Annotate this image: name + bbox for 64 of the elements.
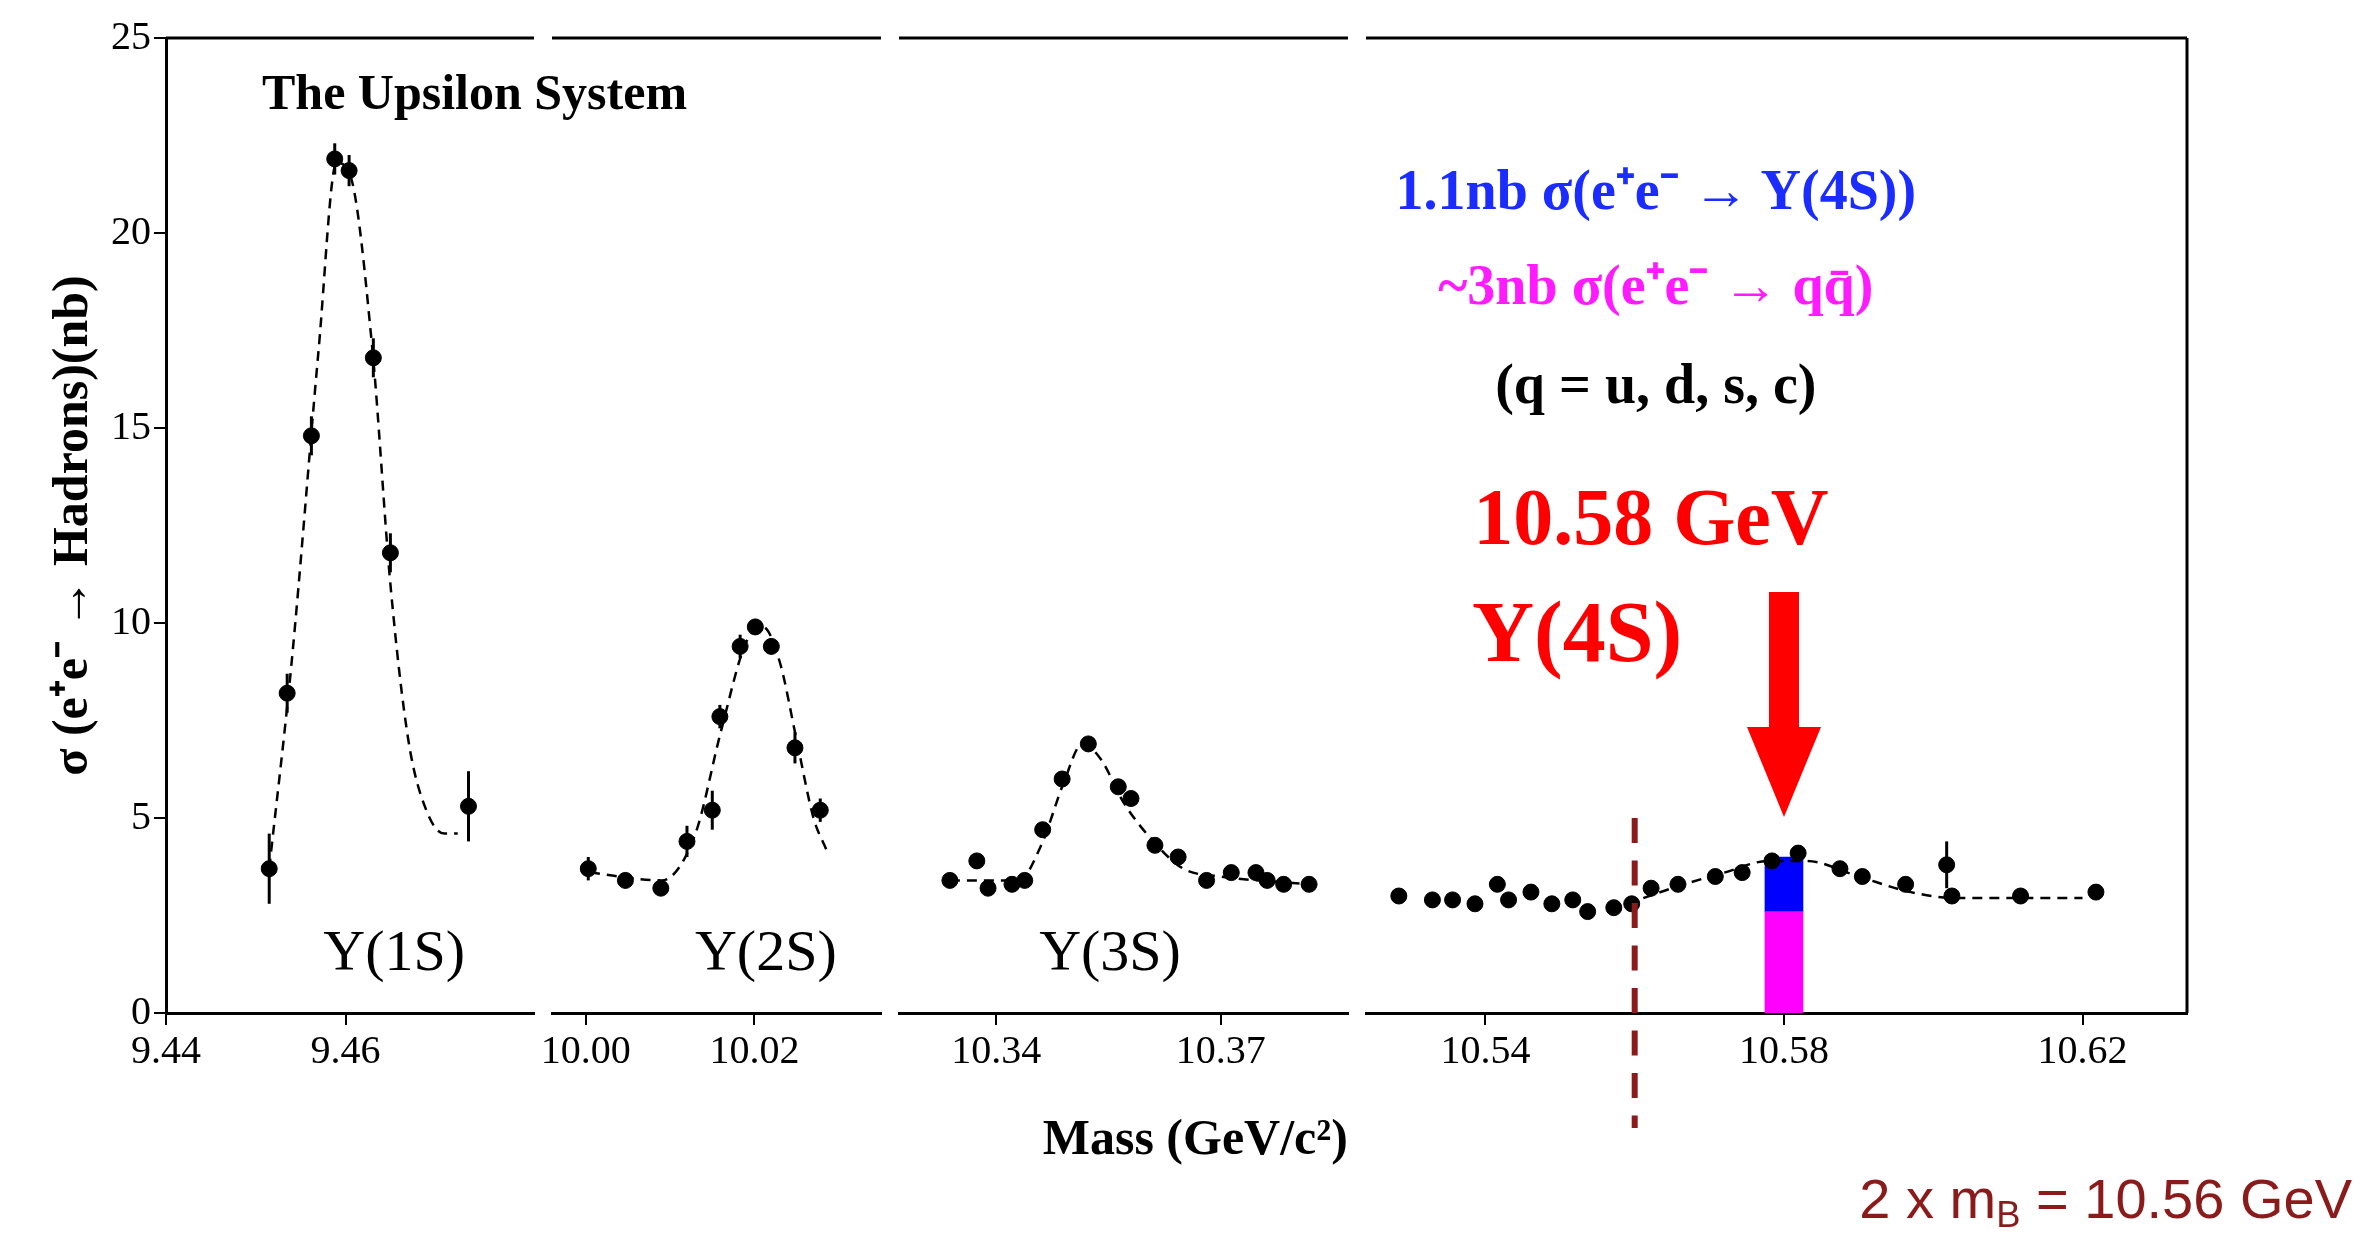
point [1522, 883, 1540, 901]
point [1016, 871, 1034, 889]
y-tick-label: 5 [131, 792, 151, 838]
point [1423, 891, 1441, 909]
x-tick-label: 10.02 [709, 1026, 800, 1072]
point [1669, 875, 1687, 893]
annotation: 1.1nb σ(e⁺e⁻ → Y(4S)) [1395, 159, 1917, 223]
point [1733, 864, 1751, 882]
point [1222, 864, 1240, 882]
annotation: (q = u, d, s, c) [1495, 353, 1817, 417]
x-tick-label: 10.34 [951, 1026, 1042, 1072]
point [1053, 770, 1071, 788]
point [1466, 895, 1484, 913]
point [1146, 836, 1164, 854]
point [1169, 848, 1187, 866]
text: The Upsilon System [262, 63, 688, 122]
point [968, 852, 986, 870]
y-tick-label: 20 [111, 207, 151, 253]
point [1034, 821, 1052, 839]
x-tick-label: 10.58 [1738, 1026, 1829, 1072]
point [1897, 875, 1915, 893]
point [1789, 844, 1807, 862]
y-axis-title: σ (e⁺e⁻ → Hadrons)(nb) [41, 275, 98, 776]
point [1706, 868, 1724, 885]
x-tick-label: 9.46 [310, 1026, 381, 1072]
point [1122, 790, 1140, 807]
point [1564, 891, 1582, 909]
point [1390, 887, 1408, 905]
annotation: 10.58 GeV [1473, 473, 1829, 562]
x-axis-title: Mass (GeV/c²) [1042, 1108, 1348, 1165]
point [2087, 883, 2105, 901]
point [1543, 895, 1561, 913]
annotation: Υ(4S) [1471, 583, 1683, 680]
x-tick-label: 10.00 [540, 1026, 631, 1072]
x-tick-label: 10.54 [1440, 1026, 1531, 1072]
point [1198, 871, 1216, 889]
point [1579, 903, 1597, 921]
point [941, 871, 959, 889]
y-tick-label: 10 [111, 597, 151, 643]
x-tick-label: 10.62 [2037, 1026, 2128, 1072]
point [1605, 899, 1623, 917]
point [1300, 875, 1318, 893]
y-tick-label: 25 [111, 12, 151, 58]
point [1642, 879, 1660, 897]
point [1763, 852, 1781, 870]
point [1109, 778, 1127, 796]
annotation: ~3nb σ(e⁺e⁻ → qq̄) [1438, 254, 1874, 318]
point [2012, 887, 2030, 905]
point [1247, 864, 1265, 882]
point [1275, 875, 1293, 893]
annotation: Υ(2S) [694, 917, 837, 983]
point [1258, 871, 1276, 889]
point [1500, 891, 1518, 909]
annotation: Υ(3S) [1039, 917, 1181, 983]
point [1831, 860, 1849, 878]
annotation: Υ(1S) [323, 917, 466, 983]
x-tick-label: 10.37 [1175, 1026, 1266, 1072]
point [979, 879, 997, 897]
point [1943, 887, 1961, 905]
point [1488, 875, 1506, 893]
y-tick-label: 15 [111, 402, 151, 448]
point [1853, 868, 1871, 885]
point [1444, 891, 1462, 909]
point [1079, 735, 1097, 753]
